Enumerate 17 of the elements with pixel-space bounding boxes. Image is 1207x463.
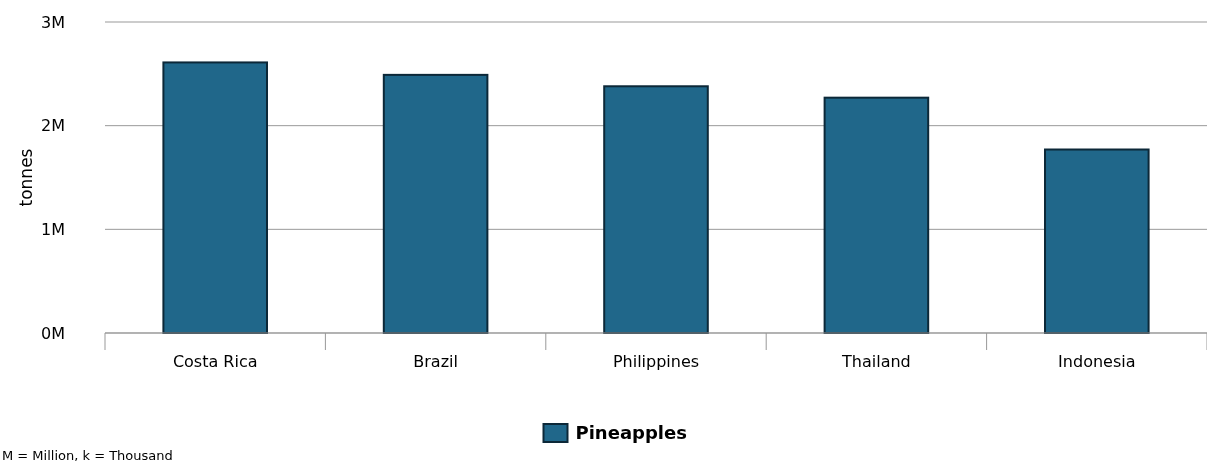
bar	[382, 73, 489, 334]
x-tick-label: Thailand	[841, 352, 911, 371]
x-tick-label: Indonesia	[1058, 352, 1136, 371]
x-tick-label: Brazil	[413, 352, 458, 371]
x-tick-label: Philippines	[612, 352, 700, 371]
bar	[162, 61, 268, 334]
legend-label: Pineapples	[575, 422, 687, 444]
y-tick-label: 3M	[41, 12, 65, 32]
text: M = Million, k = Thousand	[2, 448, 173, 463]
bar	[1044, 148, 1150, 334]
bar	[603, 85, 709, 334]
x-tick-label: Costa Rica	[172, 352, 258, 371]
bar	[823, 96, 930, 334]
y-axis-title: tonnes	[16, 148, 36, 207]
y-tick-label: 1M	[41, 219, 65, 239]
y-tick-label: 0M	[41, 323, 65, 343]
y-tick-label: 2M	[41, 116, 65, 136]
